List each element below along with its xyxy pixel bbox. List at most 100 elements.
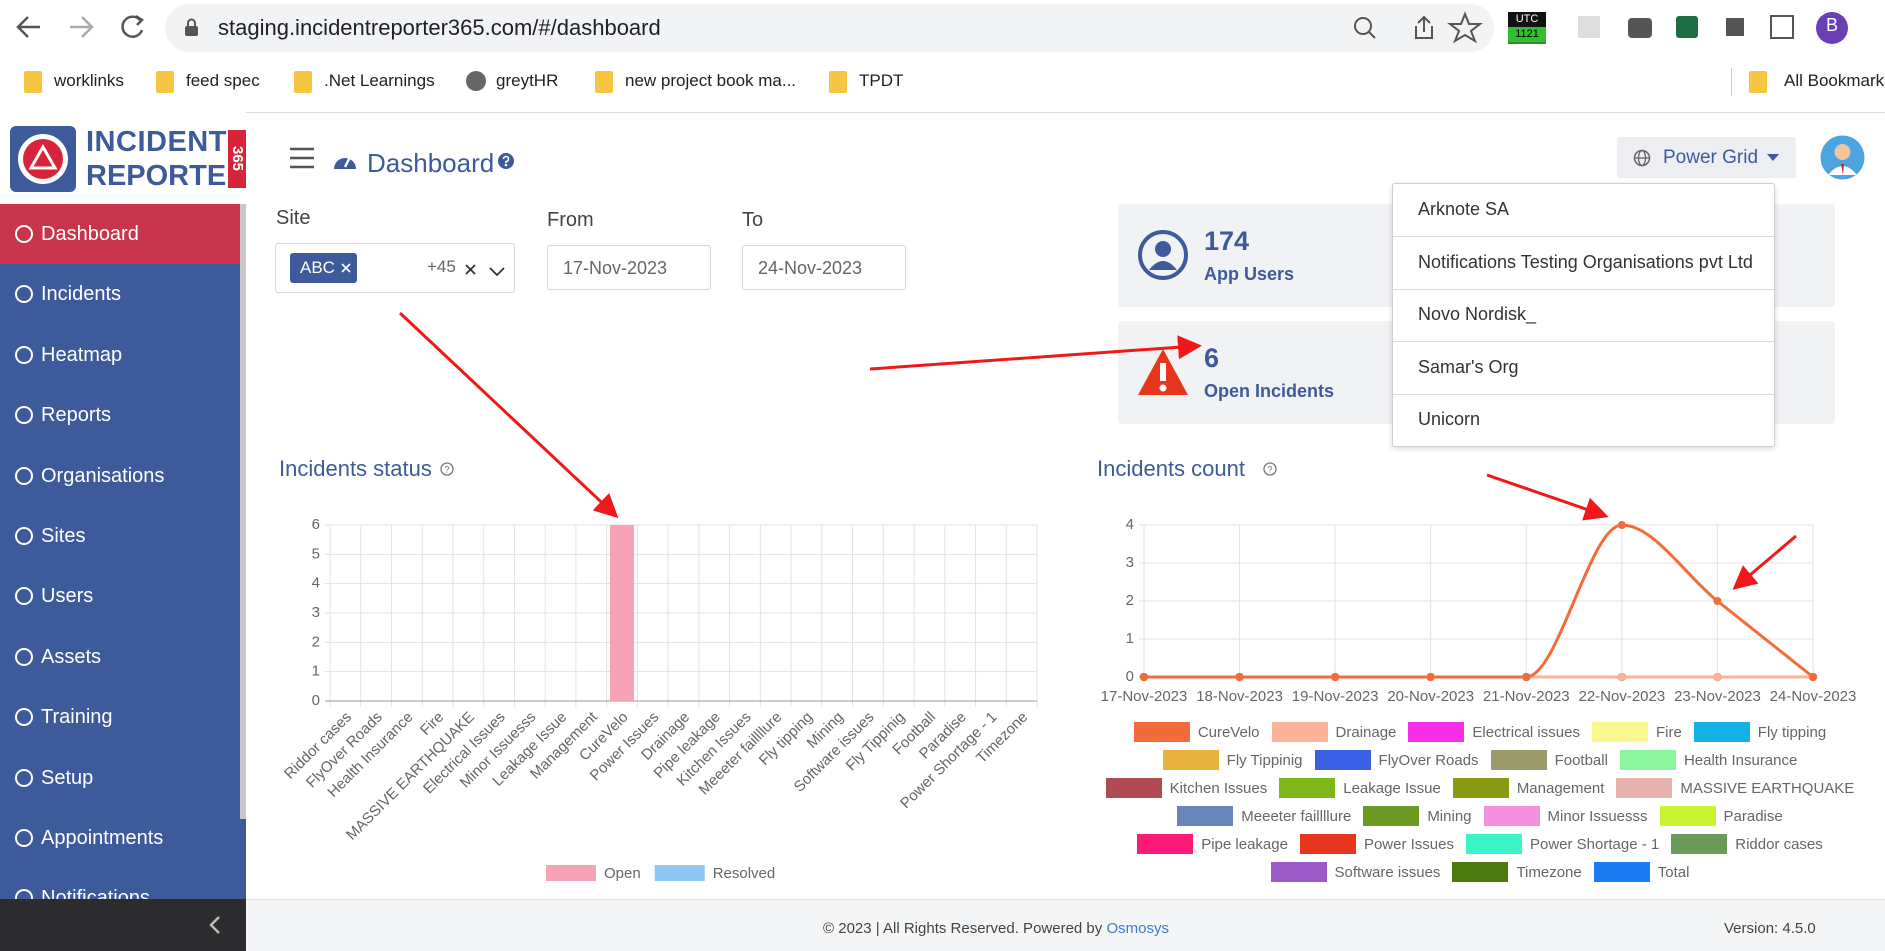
nav-item[interactable]: Setup: [0, 748, 240, 808]
point: [1617, 673, 1626, 681]
legend-item[interactable]: Health Insurance: [1619, 750, 1797, 770]
card-label[interactable]: App Users: [1204, 264, 1295, 284]
legend-swatch: [1671, 834, 1728, 854]
legend-label: Power Issues: [1363, 835, 1454, 853]
legend-label: MASSIVE EARTHQUAKE: [1680, 779, 1855, 797]
legend-item[interactable]: Paradise: [1659, 806, 1783, 826]
legend-item[interactable]: Football: [1490, 750, 1608, 770]
legend-swatch: [1693, 722, 1750, 742]
card-label[interactable]: Open Incidents: [1204, 381, 1335, 401]
bookmark[interactable]: TPDT: [859, 71, 904, 90]
bookmark[interactable]: feed spec: [186, 71, 260, 90]
legend-label: Meeeter faillllure: [1241, 807, 1352, 825]
point: [1809, 673, 1817, 681]
nav-label: Organisations: [41, 464, 165, 487]
footer-text: © 2023 | All Rights Reserved. Powered by…: [246, 920, 1746, 937]
card-value: 6: [1204, 343, 1220, 373]
legend-swatch: [1279, 778, 1336, 798]
to-input[interactable]: 24-Nov-2023: [742, 245, 906, 290]
legend-item[interactable]: Minor Issuesss: [1483, 806, 1648, 826]
legend-item[interactable]: Leakage Issue: [1279, 778, 1441, 798]
footer: © 2023 | All Rights Reserved. Powered by…: [246, 899, 1885, 951]
legend-item[interactable]: Mining: [1363, 806, 1472, 826]
help-icon[interactable]: ?: [1263, 462, 1279, 478]
dropdown-item[interactable]: Novo Nordisk_: [1393, 289, 1774, 343]
legend: CureVelo Drainage Electrical issues Fire Fly…: [1100, 722, 1860, 882]
nav-buttons[interactable]: [0, 0, 160, 54]
dropdown-item[interactable]: Arknote SA: [1393, 184, 1774, 237]
legend-item[interactable]: Electrical issues: [1408, 722, 1580, 742]
from-value: 17-Nov-2023: [563, 258, 668, 278]
legend-item[interactable]: Software issues: [1270, 862, 1440, 882]
chip-remove[interactable]: [341, 263, 351, 273]
warning-icon: [1138, 349, 1188, 395]
legend-item[interactable]: Riddor cases: [1671, 834, 1823, 854]
nav-item[interactable]: Organisations: [0, 446, 240, 506]
x-tick-label: 22-Nov-2023: [1578, 688, 1665, 705]
sidebar-collapse[interactable]: [0, 899, 246, 951]
legend-item[interactable]: Pipe leakage: [1137, 834, 1288, 854]
nav-item[interactable]: Dashboard: [0, 204, 240, 264]
nav-item[interactable]: Users: [0, 566, 240, 626]
address-bar[interactable]: [165, 4, 1494, 52]
legend-label: Riddor cases: [1735, 835, 1823, 853]
y-tick-label: 4: [312, 575, 320, 592]
utc-badge: UTC 1121: [1508, 12, 1546, 42]
nav-item[interactable]: Heatmap: [0, 325, 240, 385]
nav-label: Setup: [41, 766, 94, 789]
sidebar: Dashboard Incidents Heatmap Reports Organisa…: [0, 112, 246, 951]
all-bookmarks[interactable]: All Bookmarks: [1784, 71, 1885, 90]
legend-swatch: [1619, 750, 1676, 770]
bookmark[interactable]: worklinks: [54, 71, 124, 90]
legend-item[interactable]: MASSIVE EARTHQUAKE: [1616, 778, 1854, 798]
legend-item[interactable]: Fly Tippinig: [1162, 750, 1303, 770]
legend-item[interactable]: Power Shortage - 1: [1465, 834, 1659, 854]
bookmark[interactable]: new project book ma...: [625, 71, 797, 90]
logo: INCIDENT REPORTER 365: [0, 112, 247, 204]
org-selector[interactable]: Power Grid: [1617, 137, 1796, 178]
legend-item[interactable]: CureVelo: [1133, 722, 1260, 742]
bookmark[interactable]: .Net Learnings: [324, 71, 435, 90]
select-controls[interactable]: [464, 262, 508, 278]
utc-label: UTC: [1515, 13, 1539, 25]
browser-toolbar: staging.incidentreporter365.com/#/dashbo…: [0, 0, 1885, 54]
nav-icon: [15, 225, 33, 243]
dropdown-item[interactable]: Unicorn: [1393, 394, 1774, 446]
legend-item[interactable]: Drainage: [1271, 722, 1396, 742]
profile-initial[interactable]: B: [1825, 15, 1838, 35]
user-avatar[interactable]: [1820, 135, 1865, 180]
help-icon[interactable]: [498, 153, 514, 169]
x-tick-label: 17-Nov-2023: [1101, 688, 1188, 705]
nav-item[interactable]: Training: [0, 687, 240, 747]
legend-item[interactable]: Power Issues: [1299, 834, 1454, 854]
nav-item[interactable]: Assets: [0, 627, 240, 687]
y-tick-label: 5: [312, 545, 320, 562]
legend-item[interactable]: Fire: [1591, 722, 1682, 742]
legend-swatch: [1177, 806, 1234, 826]
lock-icon: [185, 18, 198, 36]
legend-item[interactable]: Management: [1452, 778, 1604, 798]
dropdown-item[interactable]: Samar's Org: [1393, 342, 1774, 395]
nav-icon: [15, 345, 33, 364]
dropdown-item[interactable]: Notifications Testing Organisations pvt …: [1393, 237, 1774, 290]
legend-item[interactable]: FlyOver Roads: [1314, 750, 1479, 770]
legend-swatch: [1659, 806, 1716, 826]
dropdown-label: Novo Nordisk_: [1418, 304, 1537, 325]
x-tick-label: 23-Nov-2023: [1674, 688, 1761, 705]
site-select[interactable]: ABC +45: [275, 243, 515, 293]
bookmark[interactable]: greytHR: [496, 71, 559, 90]
legend-item[interactable]: Total: [1593, 862, 1690, 882]
nav-item[interactable]: Incidents: [0, 264, 240, 324]
nav-item[interactable]: Appointments: [0, 808, 240, 868]
menu-toggle[interactable]: [288, 146, 316, 170]
legend-label: Total: [1657, 863, 1690, 881]
nav-label: Incidents: [41, 283, 122, 306]
legend-item[interactable]: Fly tipping: [1693, 722, 1826, 742]
nav-item[interactable]: Sites: [0, 506, 240, 566]
legend-item[interactable]: Meeeter faillllure: [1177, 806, 1351, 826]
from-input[interactable]: 17-Nov-2023: [547, 245, 711, 290]
footer-link[interactable]: Osmosys: [1106, 920, 1169, 937]
legend-item[interactable]: Kitchen Issues: [1105, 778, 1267, 798]
nav-item[interactable]: Reports: [0, 385, 240, 445]
legend-item[interactable]: Timezone: [1452, 862, 1582, 882]
